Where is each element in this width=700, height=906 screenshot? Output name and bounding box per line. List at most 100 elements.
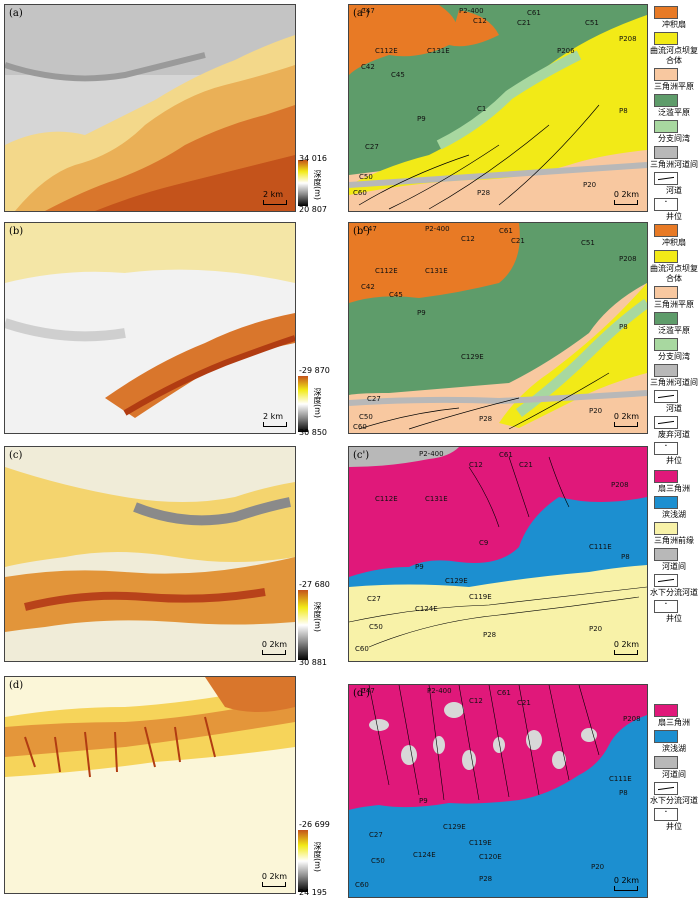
well-d-C21: C21 xyxy=(517,699,531,707)
well-d-C60: C60 xyxy=(355,881,369,889)
well-d-P28: P28 xyxy=(479,875,493,883)
legend-b-item-channel: 河道 xyxy=(652,390,700,414)
colorbar-max-a: 20 807 xyxy=(299,205,327,214)
legend-c-item-well: · 井位 xyxy=(652,600,700,624)
well-c-P8: C111E xyxy=(589,543,612,551)
legend-d-item-well: · 井位 xyxy=(652,808,700,832)
scale-bar-a: 2 km xyxy=(263,190,287,205)
scale-bar-c: 0 2km xyxy=(261,640,287,655)
well-C123E: C1 xyxy=(477,105,487,113)
legend-b-item-point-bar: 曲流河点坝复合体 xyxy=(650,250,700,284)
well-P208: P208 xyxy=(619,35,637,43)
legend-b-item-well: · 井位 xyxy=(652,442,700,466)
well-c-C129E: C129E xyxy=(445,577,468,585)
scale-bar-d: 0 2km xyxy=(261,872,287,887)
map-scale-b: 0 2km xyxy=(613,412,639,427)
well-c-C27: C27 xyxy=(367,595,381,603)
well-c-C60: C60 xyxy=(355,645,369,653)
colorbar-min-d: -26 699 xyxy=(299,820,330,829)
legend-item-interchannel: 三角洲河道间 xyxy=(650,146,700,170)
well-d-C120E: C120E xyxy=(479,853,502,861)
well-b-C1: P9 xyxy=(417,309,426,317)
legend-c-item-fan-delta: 扇三角洲 xyxy=(652,470,700,494)
scale-bar-b: 2 km xyxy=(263,412,287,427)
seismic-panel-c: (c) 0 2km xyxy=(4,446,296,662)
well-b-C112E: C112E xyxy=(375,267,398,275)
legend-d-item-interchannel: 河道间 xyxy=(652,756,700,780)
well-c-P2-400: P2-400 xyxy=(419,450,444,458)
well-c-C112E: C112E xyxy=(375,495,398,503)
well-P28: P28 xyxy=(477,189,491,197)
well-c-C111E: C9 xyxy=(479,539,489,547)
well-b-P2-400: P2-400 xyxy=(425,225,450,233)
well-d-P9: P8 xyxy=(619,789,628,797)
legend-item-alluvial-fan: 冲积扇 xyxy=(652,6,700,30)
well-b-C42: C42 xyxy=(361,283,375,291)
colorbar-title-b: 深度(m) xyxy=(313,388,322,419)
facies-map-drawing-b xyxy=(349,223,647,433)
panel-label-b: (b) xyxy=(9,226,24,237)
well-c-C50: C50 xyxy=(369,623,383,631)
panel-label-a: (a) xyxy=(9,8,23,19)
seismic-attribute-map-a xyxy=(5,5,295,211)
legend-d-item-distributary-channel: 水下分流河道 xyxy=(650,782,700,806)
well-c-P28: P28 xyxy=(483,631,497,639)
legend-d: 扇三角洲 滨浅湖 河道间 水下分流河道 · 井位 xyxy=(650,704,700,834)
legend-b-item-abandoned-channel: 废弃河道 xyxy=(652,416,700,440)
well-c-P9: P8 xyxy=(621,553,630,561)
seismic-panel-d: (d) 0 2km xyxy=(4,676,296,894)
well-b-C51: C51 xyxy=(581,239,595,247)
legend-a: 冲积扇 曲流河点坝复合体 三角洲平原 泛滥平原 分支间湾 三角洲河道间 河道 ·… xyxy=(650,6,700,224)
map-scale-c: 0 2km xyxy=(613,640,639,655)
map-label-d: (d') xyxy=(353,688,370,699)
map-scale-d: 0 2km xyxy=(613,876,639,891)
well-C47: C47 xyxy=(361,7,375,15)
facies-map-drawing-d xyxy=(349,685,647,897)
well-b-C47: C47 xyxy=(363,225,377,233)
legend-d-item-fan-delta: 扇三角洲 xyxy=(652,704,700,728)
well-c-C12: C12 xyxy=(469,461,483,469)
well-d-P208: P208 xyxy=(623,715,641,723)
well-b-C27: C27 xyxy=(367,395,381,403)
well-b-C60: C60 xyxy=(353,423,367,431)
legend-item-channel: 河道 xyxy=(652,172,700,196)
well-d-P2-400: P2-400 xyxy=(427,687,452,695)
seismic-attribute-map-d xyxy=(5,677,295,893)
legend-item-interdistributary-bay: 分支间湾 xyxy=(652,120,700,144)
legend-b: 冲积扇 曲流河点坝复合体 三角洲平原 泛滥平原 分支间湾 三角洲河道间 河道 废… xyxy=(650,224,700,468)
well-b-C131E: C131E xyxy=(425,267,448,275)
legend-d-item-shore-lake: 滨浅湖 xyxy=(652,730,700,754)
well-c-C21: C21 xyxy=(519,461,533,469)
well-c-P208: P208 xyxy=(611,481,629,489)
well-P9: P8 xyxy=(619,107,628,115)
well-d-P20: P20 xyxy=(591,863,605,871)
well-C112E: C112E xyxy=(375,47,398,55)
well-P206: P206 xyxy=(557,47,575,55)
well-d-C47: C47 xyxy=(361,687,375,695)
seismic-panel-a: (a) 2 km xyxy=(4,4,296,212)
well-C131E: C131E xyxy=(427,47,450,55)
colorbar-max-c: 30 881 xyxy=(299,658,327,667)
well-c-P20: P20 xyxy=(589,625,603,633)
panel-label-c: (c) xyxy=(9,450,23,461)
facies-map-a: (a') C47 P2-400 C61 C12 C21 C51 C112E C1… xyxy=(348,4,648,212)
well-c-C61: C61 xyxy=(499,451,513,459)
panel-label-d: (d) xyxy=(9,680,24,691)
well-b-C61: C61 xyxy=(499,227,513,235)
map-scale-a: 0 2km xyxy=(613,190,639,205)
well-C50: C50 xyxy=(359,173,373,181)
well-P20: P20 xyxy=(583,181,597,189)
well-c-C119E: C119E xyxy=(469,593,492,601)
map-scale-text-b: 0 2km xyxy=(613,412,639,421)
legend-b-item-alluvial-fan: 冲积扇 xyxy=(652,224,700,248)
map-label-c: (c') xyxy=(353,450,370,461)
well-P2-400: P2-400 xyxy=(459,7,484,15)
well-d-C50: C50 xyxy=(371,857,385,865)
well-C27: C27 xyxy=(365,143,379,151)
legend-c: 扇三角洲 滨浅湖 三角洲前缘 河道间 水下分流河道 · 井位 xyxy=(650,470,700,626)
well-C1: P9 xyxy=(417,115,426,123)
well-C51: C51 xyxy=(585,19,599,27)
legend-item-flood-plain: 泛滥平原 xyxy=(652,94,700,118)
legend-b-item-interdistributary-bay: 分支间湾 xyxy=(652,338,700,362)
legend-b-item-interchannel: 三角洲河道间 xyxy=(650,364,700,388)
